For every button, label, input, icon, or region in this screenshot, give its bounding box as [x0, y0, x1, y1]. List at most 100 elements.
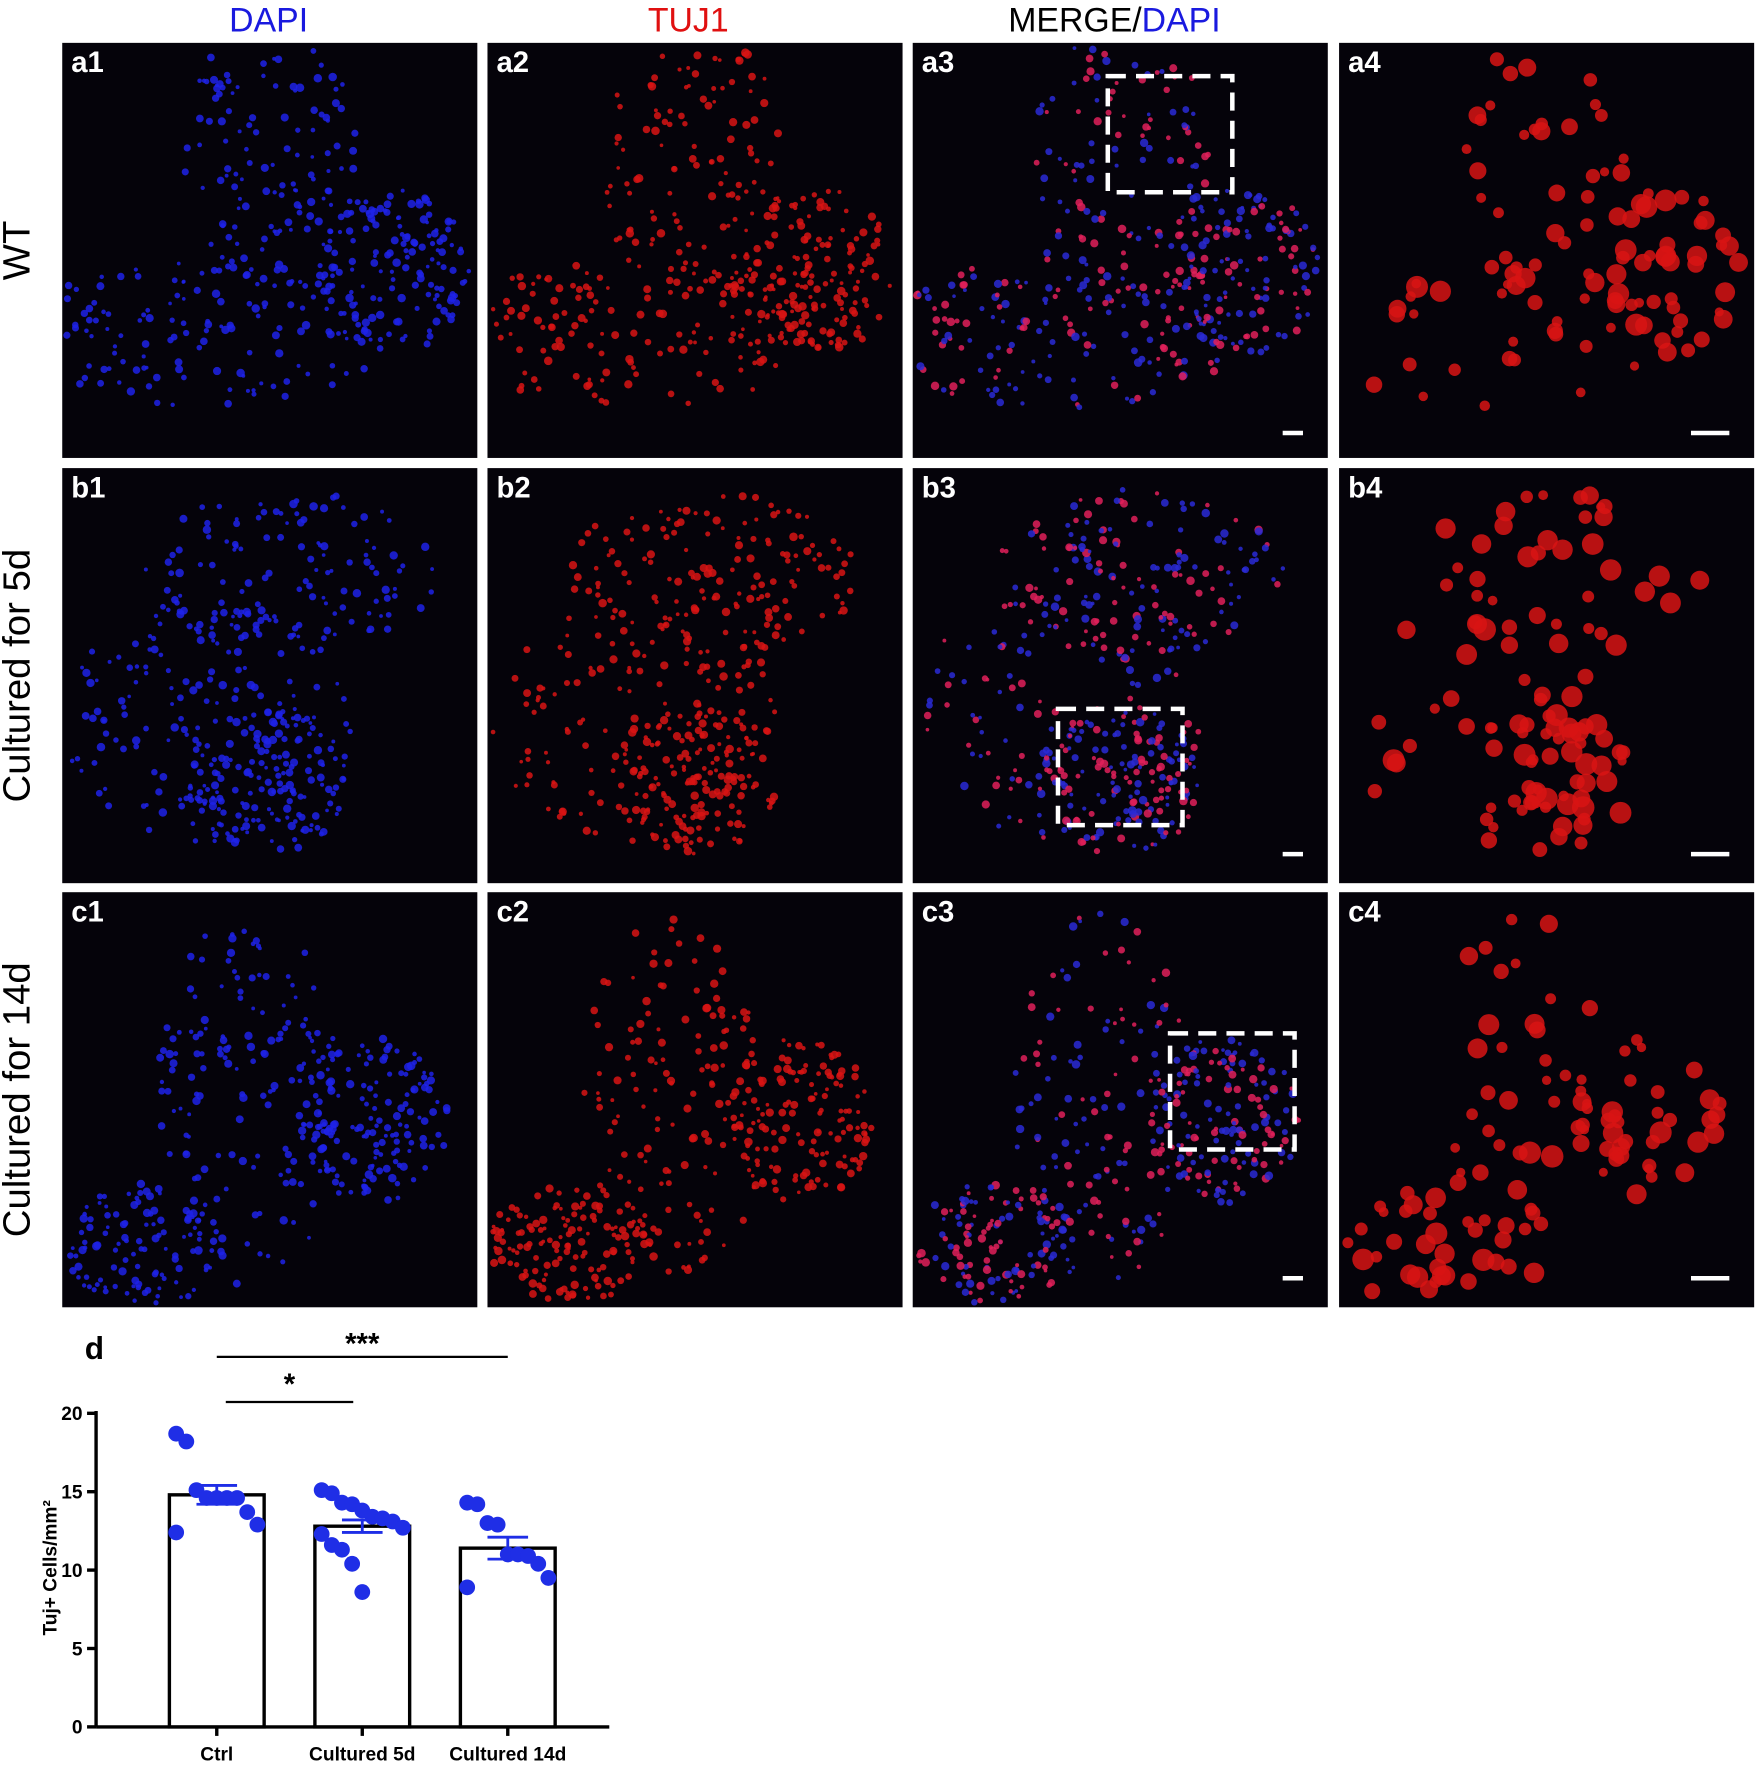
- cell-signal: [683, 660, 689, 667]
- cell-signal: [327, 1085, 334, 1092]
- cell-signal: [310, 127, 316, 133]
- cell-signal: [107, 659, 112, 664]
- cell-signal: [1062, 747, 1069, 754]
- cell-signal: [316, 1058, 322, 1064]
- cell-signal: [101, 1193, 107, 1200]
- cell-signal: [1172, 277, 1179, 285]
- cell-signal: [1095, 828, 1105, 837]
- cell-signal: [545, 1184, 554, 1193]
- cell-signal: [1153, 1069, 1160, 1077]
- cell-signal: [251, 391, 257, 397]
- cell-signal: [235, 763, 242, 771]
- cell-signal: [490, 1258, 499, 1267]
- cell-signal: [993, 375, 998, 380]
- cell-signal: [1138, 355, 1146, 363]
- cell-signal: [747, 150, 755, 157]
- cell-signal: [650, 215, 658, 222]
- cell-signal: [1149, 1111, 1155, 1117]
- cell-signal: [559, 1206, 563, 1211]
- cell-signal: [262, 304, 267, 310]
- cell-signal: [1112, 1021, 1117, 1026]
- cell-signal: [1046, 749, 1053, 757]
- cell-signal: [212, 366, 222, 376]
- cell-signal: [280, 113, 289, 122]
- cell-signal: [1054, 1116, 1059, 1121]
- cell-signal: [840, 1129, 846, 1135]
- cell-signal: [1484, 259, 1500, 275]
- cell-signal: [383, 1133, 388, 1138]
- cell-signal: [736, 535, 741, 540]
- cell-signal: [583, 1192, 591, 1200]
- cell-signal: [1188, 1051, 1198, 1060]
- cell-signal: [713, 788, 721, 795]
- cell-signal: [1060, 968, 1065, 973]
- cell-signal: [188, 1029, 194, 1035]
- cell-signal: [811, 305, 819, 312]
- cell-signal: [202, 933, 208, 939]
- cell-signal: [196, 768, 204, 776]
- cell-signal: [1037, 373, 1043, 379]
- cell-signal: [558, 1235, 563, 1240]
- cell-signal: [226, 649, 232, 655]
- cell-signal: [207, 53, 215, 62]
- cell-signal: [689, 736, 695, 743]
- cell-signal: [1039, 1193, 1047, 1201]
- cell-signal: [526, 1223, 534, 1231]
- cell-signal: [364, 539, 369, 544]
- cell-signal: [310, 985, 317, 991]
- cell-signal: [1634, 253, 1652, 272]
- cell-signal: [1083, 207, 1091, 215]
- cell-signal: [1042, 601, 1049, 607]
- cell-signal: [233, 837, 240, 844]
- cell-signal: [1098, 536, 1108, 545]
- cell-signal: [995, 1275, 1001, 1282]
- cell-signal: [1310, 244, 1317, 251]
- cell-signal: [1105, 109, 1112, 116]
- cell-signal: [659, 716, 669, 725]
- cell-signal: [307, 776, 315, 784]
- cell-signal: [251, 388, 256, 393]
- cell-signal: [255, 943, 262, 949]
- cell-signal: [1254, 1082, 1259, 1087]
- cell-signal: [1193, 644, 1201, 652]
- micrograph: [912, 468, 1328, 884]
- cell-signal: [556, 813, 563, 820]
- cell-signal: [1117, 834, 1126, 843]
- cell-signal: [790, 300, 799, 309]
- cell-signal: [621, 1151, 628, 1158]
- cell-signal: [648, 784, 654, 789]
- cell-signal: [337, 213, 345, 221]
- cell-signal: [776, 199, 782, 204]
- cell-signal: [390, 277, 396, 282]
- cell-signal: [1528, 606, 1546, 625]
- cell-signal: [1160, 752, 1168, 761]
- cell-signal: [700, 735, 704, 739]
- cell-signal: [1225, 629, 1232, 636]
- cell-signal: [355, 321, 362, 328]
- cell-signal: [645, 1010, 652, 1017]
- cell-signal: [1274, 1119, 1282, 1127]
- cell-signal: [1153, 1105, 1159, 1110]
- cell-signal: [339, 166, 344, 171]
- cell-signal: [1582, 590, 1595, 603]
- cell-signal: [715, 1099, 724, 1109]
- cell-signal: [134, 273, 142, 280]
- cell-signal: [940, 1208, 949, 1216]
- cell-signal: [594, 1282, 602, 1290]
- cell-signal: [1425, 1187, 1446, 1209]
- cell-signal: [151, 1270, 159, 1278]
- cell-signal: [206, 534, 212, 540]
- cell-signal: [962, 319, 971, 328]
- cell-signal: [169, 1059, 178, 1068]
- cell-signal: [773, 1065, 782, 1074]
- cell-signal: [278, 1172, 283, 1178]
- cell-signal: [402, 264, 410, 272]
- cell-signal: [91, 299, 98, 306]
- cell-signal: [1516, 804, 1528, 816]
- cell-signal: [1203, 313, 1211, 321]
- cell-signal: [1124, 396, 1130, 401]
- cell-signal: [973, 1199, 978, 1205]
- cell-signal: [264, 748, 270, 755]
- cell-signal: [67, 1252, 74, 1259]
- cell-signal: [1133, 927, 1142, 936]
